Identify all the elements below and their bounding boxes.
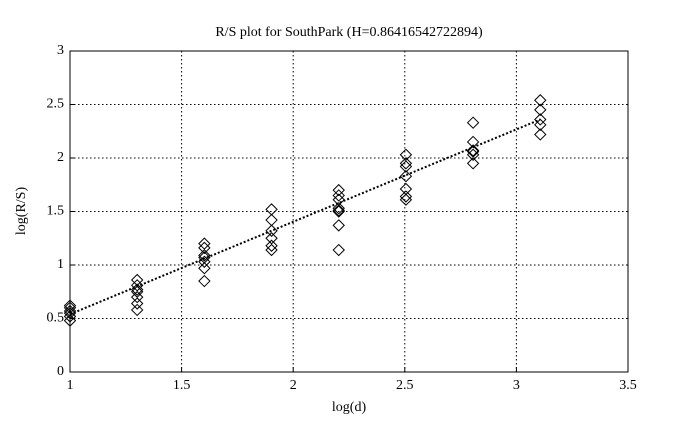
y-tick-label: 0.5: [47, 311, 65, 326]
x-axis-label: log(d): [332, 400, 367, 415]
y-tick-label: 3: [57, 43, 64, 58]
point: [534, 118, 547, 132]
point: [198, 241, 211, 255]
point: [399, 160, 413, 173]
y-tick-label: 2.5: [47, 97, 65, 112]
point: [130, 279, 144, 292]
point: [399, 190, 413, 203]
point: [399, 169, 413, 183]
point: [332, 205, 345, 218]
x-tick-label: 1: [67, 378, 74, 393]
point: [332, 189, 345, 202]
chart-title: R/S plot for SouthPark (H=0.864165427228…: [215, 25, 483, 40]
y-tick-label: 0: [57, 364, 64, 379]
point: [130, 303, 144, 317]
x-tick-label: 3: [513, 378, 520, 393]
point: [198, 237, 211, 250]
point: [265, 224, 278, 237]
point: [265, 203, 278, 216]
x-tick-label: 2.5: [396, 378, 414, 393]
y-axis-label: log(R/S): [14, 187, 29, 236]
point: [332, 204, 345, 217]
point: [534, 128, 547, 141]
point: [534, 103, 547, 117]
point: [265, 213, 278, 227]
point: [466, 116, 480, 129]
plot-frame: [69, 50, 629, 373]
point: [198, 274, 211, 288]
point: [332, 183, 345, 197]
point: [265, 232, 278, 245]
point: [63, 314, 77, 327]
point: [399, 157, 413, 170]
point: [466, 157, 480, 170]
point: [130, 290, 144, 304]
point: [332, 202, 345, 215]
point: [399, 148, 413, 161]
point: [466, 145, 480, 158]
point: [466, 148, 480, 161]
point: [265, 243, 278, 257]
y-tick-label: 1.5: [47, 204, 65, 219]
point: [534, 113, 547, 126]
point: [63, 304, 77, 318]
point: [332, 243, 345, 257]
point: [130, 297, 144, 310]
y-tick-label: 2: [57, 150, 64, 165]
fit-line: [69, 118, 541, 316]
point: [534, 94, 547, 107]
point: [332, 219, 345, 232]
point: [198, 249, 211, 262]
x-tick-label: 2: [290, 378, 297, 393]
point: [63, 310, 77, 323]
point: [130, 285, 144, 298]
point: [399, 182, 413, 196]
point: [63, 306, 77, 320]
y-tick-label: 1: [57, 257, 64, 272]
point: [198, 262, 211, 275]
x-tick-label: 3.5: [619, 378, 637, 393]
point: [265, 239, 278, 252]
point: [399, 193, 413, 206]
x-tick-label: 1.5: [173, 378, 191, 393]
